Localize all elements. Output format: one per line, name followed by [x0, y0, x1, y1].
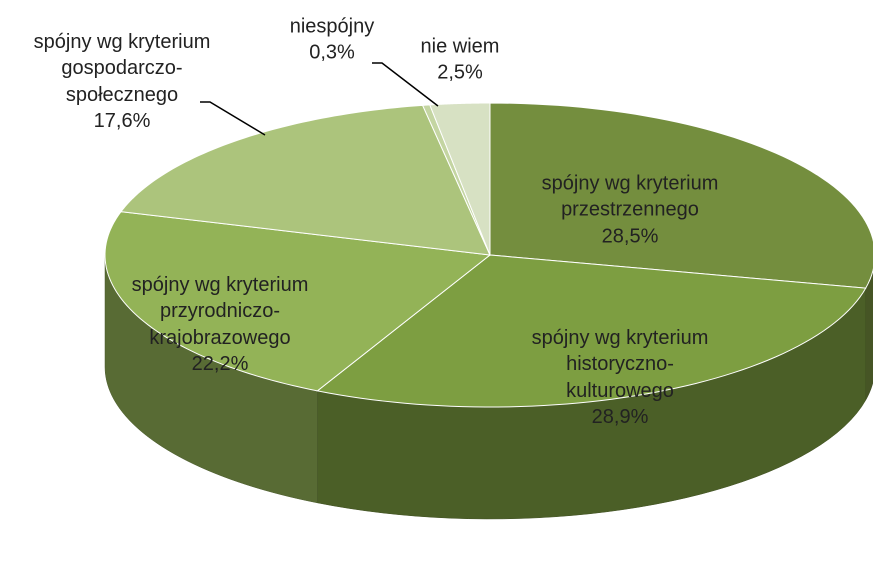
category-label: niespójny: [289, 15, 375, 38]
value-label: 2,5%: [437, 62, 483, 84]
category-label: spójny wg kryterium gospodarczo- społecz…: [33, 31, 211, 106]
data-label: spójny wg kryterium przestrzennego 28,5%: [542, 170, 719, 249]
slice: [489, 102, 873, 289]
value-label: 22,2%: [191, 353, 249, 376]
data-label: niespójny 0,3%: [290, 14, 375, 67]
category-label: spójny wg kryterium przyrodniczo- krajob…: [131, 274, 309, 349]
category-label: spójny wg kryterium przestrzennego: [541, 172, 719, 221]
data-label: spójny wg kryterium przyrodniczo- krajob…: [132, 272, 309, 378]
data-label: nie wiem 2,5%: [421, 34, 500, 87]
category-label: spójny wg kryterium historyczno- kulturo…: [531, 327, 709, 402]
slice: [120, 104, 491, 256]
slice: [104, 211, 492, 392]
data-label: spójny wg kryterium historyczno- kulturo…: [532, 325, 709, 431]
leader-line: [372, 62, 439, 107]
value-label: 28,9%: [591, 406, 649, 429]
slice: [429, 102, 491, 256]
value-label: 17,6%: [93, 110, 151, 133]
leader-line: [200, 101, 266, 136]
slice: [421, 104, 491, 256]
slice: [316, 254, 867, 408]
data-label: spójny wg kryterium gospodarczo- społecz…: [34, 29, 211, 135]
value-label: 0,3%: [309, 42, 355, 64]
category-label: nie wiem: [420, 35, 500, 58]
value-label: 28,5%: [601, 225, 659, 248]
